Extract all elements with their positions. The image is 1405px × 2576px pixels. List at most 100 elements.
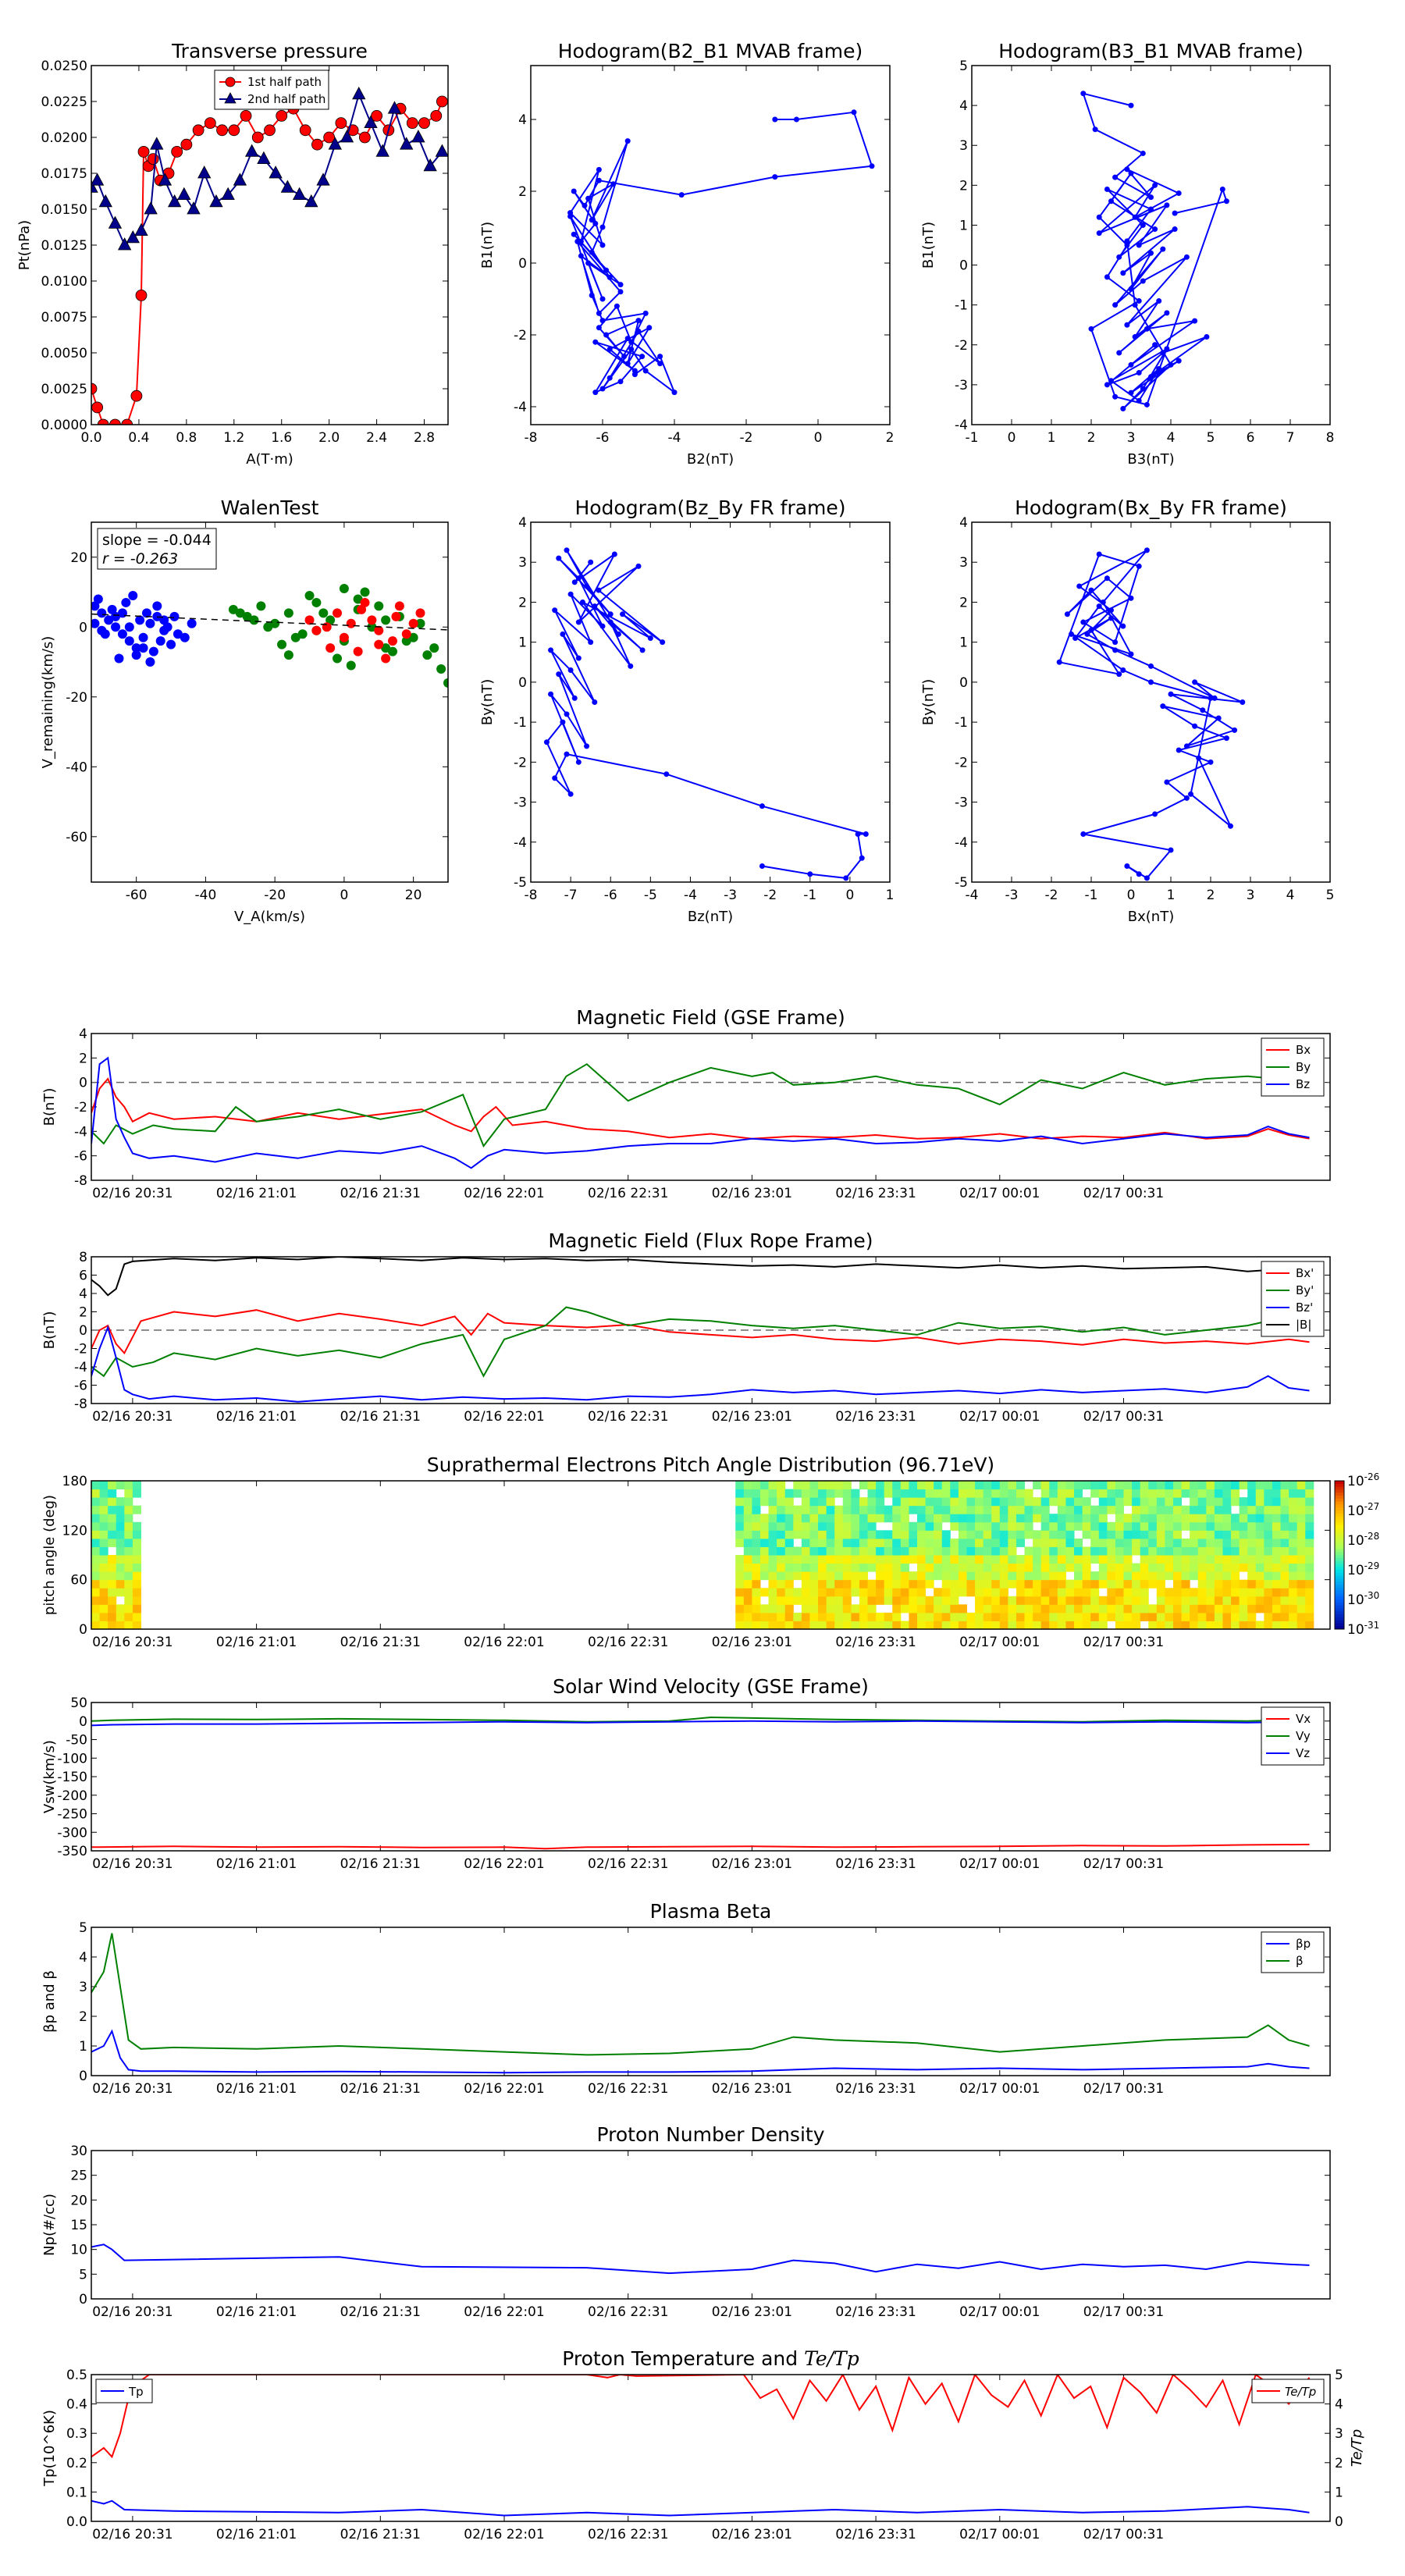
pad-cell [1107,1481,1116,1490]
pad-cell [950,1497,959,1507]
mf_gse-xtick-label: 02/16 22:01 [464,1186,544,1201]
pad-cell [876,1514,885,1523]
mf_gse-legend-label: Bx [1296,1043,1311,1057]
pad-cell [909,1538,918,1547]
vsw-ytick-label: -100 [57,1751,87,1767]
tp-point [137,145,150,158]
pad-cell [867,1604,877,1614]
vsw-series-line [91,1716,1310,1723]
temp-ylabel: Tp(10^6K) [41,2410,58,2487]
h3-point [575,575,582,582]
tp-point [299,124,311,137]
pad-colorbar-segment [1335,1572,1344,1577]
pad-cell [1272,1563,1282,1572]
temp-xtick-label: 02/16 20:31 [92,2527,173,2542]
temp-yright-label: 0 [1335,2514,1343,2530]
h4-point [1112,639,1119,646]
pad-cell [1197,1538,1207,1547]
pad-cell [1289,1563,1298,1572]
pad-cell [1107,1563,1116,1572]
pad-cell [809,1481,819,1490]
pad-cell [1181,1481,1190,1490]
walen-point [297,629,308,639]
pad-cell [876,1546,885,1556]
h4-point [1232,727,1238,733]
pad-cell [735,1612,745,1621]
pad-cell [859,1514,869,1523]
pad-cell [1082,1596,1091,1605]
pad-cell [784,1604,794,1614]
walen-ytick-label: -60 [66,830,87,845]
pad-cell [834,1588,844,1597]
pad-cell [1247,1538,1257,1547]
h4-series-line-group [1056,547,1246,881]
h3-point [548,647,554,653]
h1-point [599,224,606,230]
tp-point [335,117,347,130]
mf_fr-ytick-label: 8 [79,1250,87,1265]
pad-cell [1172,1621,1183,1629]
tp-legend-marker [225,76,236,87]
pad-cell [1107,1612,1116,1621]
pad-cell [1297,1621,1306,1629]
pad-cell [108,1612,117,1621]
h1-point [624,138,631,144]
pad-cell [793,1588,802,1597]
pad-cell [966,1530,976,1539]
pad-cell [983,1505,992,1514]
pad-cell [867,1612,877,1621]
pad-cell [991,1604,1001,1614]
pad-cell [1033,1563,1042,1572]
pad-cell [1214,1612,1223,1621]
pad-cell [1049,1555,1058,1564]
pad-cell [1272,1538,1282,1547]
tp-point [435,144,448,157]
pad-cell [777,1604,786,1614]
pad-cell [966,1521,976,1531]
pad-cell [1123,1481,1133,1490]
pad-cell [941,1563,951,1572]
pad-cell [1222,1538,1232,1547]
pad-xtick-label: 02/17 00:01 [959,1635,1040,1650]
pad-cell [1231,1521,1240,1531]
pad-cell [1172,1571,1183,1581]
pad-cell [124,1571,133,1581]
pad-cell [1264,1497,1273,1507]
pad-cell [1040,1612,1050,1621]
pad-cell [1057,1481,1066,1490]
pad-cell [108,1588,117,1597]
pad-cell [759,1604,770,1614]
pad-cell [1172,1588,1183,1597]
pad-cell [900,1489,909,1498]
pad-cell [793,1521,802,1531]
pad-cell [801,1612,810,1621]
pad-cell [1040,1563,1050,1572]
pad-cell [1206,1579,1215,1589]
h2-point [1192,318,1198,324]
pad-cell [999,1538,1008,1547]
walen-point [318,608,329,618]
pad-cell [132,1579,141,1589]
h3-point [579,599,585,605]
h2-point [1112,393,1119,400]
walen-point [357,604,367,614]
tp-point [375,144,389,157]
walen-point [333,653,343,664]
pad-cell [1123,1489,1133,1498]
temp-frame [91,2374,1331,2522]
h3-ytick-label: -1 [514,715,527,731]
pad-cell [1206,1546,1215,1556]
pad-cell [884,1621,893,1629]
walen-point [283,650,293,660]
pad-cell [1057,1521,1066,1531]
pad-cell [1033,1530,1042,1539]
pad-cell [1123,1579,1133,1589]
walen-point [104,615,114,625]
pad-cell [966,1546,976,1556]
tp-point [134,222,148,237]
walen-point [388,636,398,646]
h4-xtick-label: 2 [1207,888,1215,903]
pad-cell [1280,1621,1289,1629]
pad-cell [1065,1563,1075,1572]
pad-cell [1255,1571,1264,1581]
